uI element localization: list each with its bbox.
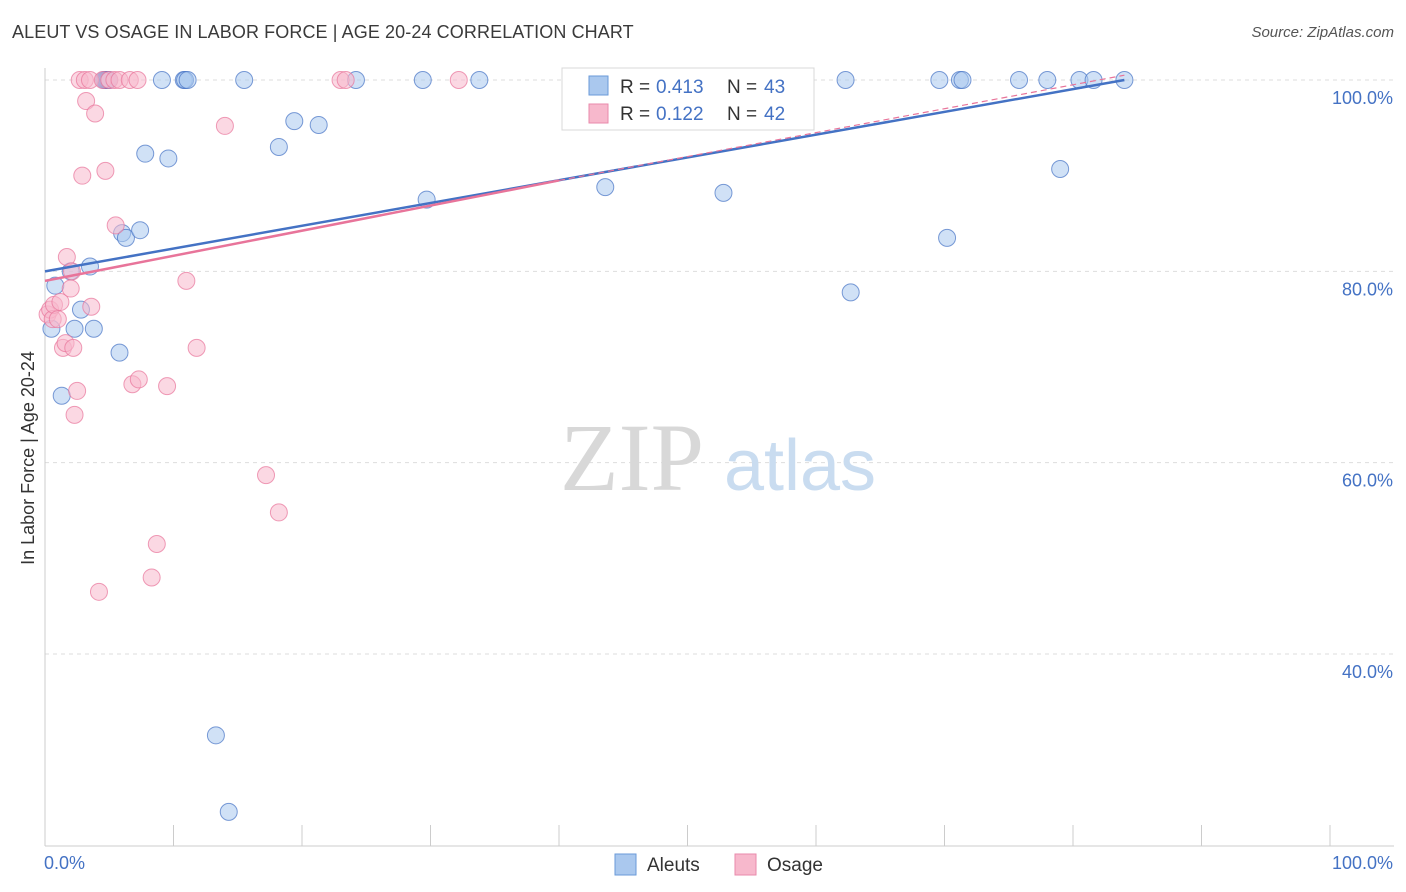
- aleuts-point: [152, 71, 171, 89]
- osage-trend-line-dashed: [558, 74, 1125, 182]
- y-tick-labels: 100.0% 80.0% 60.0% 40.0%: [1332, 88, 1393, 682]
- aleuts-point: [309, 115, 328, 134]
- x-tick-label: 0.0%: [44, 853, 85, 873]
- watermark-atlas: atlas: [724, 426, 876, 506]
- osage-point: [89, 582, 108, 601]
- osage-point: [177, 271, 196, 290]
- osage-point: [449, 71, 468, 89]
- aleuts-point: [159, 149, 178, 168]
- data-points: [38, 71, 1134, 821]
- legend-r-value-aleuts: 0.413: [656, 77, 704, 98]
- osage-point: [61, 279, 80, 298]
- x-tick-labels: 0.0% 100.0%: [44, 853, 1393, 873]
- aleuts-point: [178, 71, 197, 89]
- osage-point: [64, 338, 83, 357]
- aleuts-point: [285, 112, 304, 131]
- aleuts-point: [714, 183, 733, 202]
- legend-n-value-aleuts: 43: [764, 77, 785, 98]
- source-label: Source: ZipAtlas.com: [1251, 24, 1394, 41]
- legend-swatch-osage: [588, 103, 609, 124]
- osage-point: [96, 161, 115, 180]
- aleuts-point: [84, 319, 103, 338]
- osage-point: [269, 503, 288, 522]
- grid-lines: [45, 79, 1394, 655]
- osage-point: [128, 71, 147, 89]
- axes: [44, 68, 1394, 847]
- y-tick-label: 100.0%: [1332, 88, 1393, 108]
- osage-point: [129, 370, 148, 389]
- aleuts-point: [219, 802, 238, 821]
- aleuts-point: [930, 71, 949, 89]
- legend-stats: R = 0.413 N = 43 R = 0.122 N = 42: [561, 67, 815, 131]
- legend-bottom-swatch-aleuts: [614, 853, 637, 876]
- osage-point: [147, 534, 166, 553]
- y-tick-label: 80.0%: [1342, 279, 1393, 299]
- legend-n-label-osage: N =: [727, 104, 757, 125]
- aleuts-point: [841, 283, 860, 302]
- aleuts-point: [596, 178, 615, 197]
- x-tick-label: 100.0%: [1332, 853, 1393, 873]
- aleuts-point: [836, 71, 855, 89]
- watermark: ZIP atlas: [560, 404, 876, 511]
- osage-point: [158, 377, 177, 396]
- aleuts-trend-line: [44, 78, 1125, 273]
- legend-r-value-osage: 0.122: [656, 104, 704, 125]
- osage-point: [82, 297, 101, 316]
- osage-point: [215, 116, 234, 135]
- legend-n-label-aleuts: N =: [727, 77, 757, 98]
- osage-point: [86, 104, 105, 123]
- aleuts-point: [413, 71, 432, 89]
- aleuts-point: [953, 71, 972, 89]
- aleuts-point: [470, 71, 489, 89]
- aleuts-point: [116, 228, 135, 247]
- legend-series: Aleuts Osage: [614, 853, 823, 876]
- legend-n-value-osage: 42: [764, 104, 785, 125]
- watermark-zip: ZIP: [560, 404, 704, 511]
- y-tick-label: 40.0%: [1342, 662, 1393, 682]
- legend-bottom-label-osage: Osage: [767, 855, 823, 876]
- osage-point: [257, 466, 276, 485]
- osage-point: [48, 310, 67, 329]
- aleuts-point: [206, 726, 225, 745]
- aleuts-point: [52, 386, 71, 405]
- osage-point: [68, 381, 87, 400]
- aleuts-point: [269, 137, 288, 156]
- osage-point: [336, 71, 355, 89]
- trend-lines: [44, 74, 1125, 283]
- aleuts-point: [1010, 71, 1029, 89]
- osage-point: [65, 405, 84, 424]
- osage-trend-line: [44, 179, 560, 283]
- osage-point: [142, 568, 161, 587]
- aleuts-point: [65, 319, 84, 338]
- osage-point: [73, 166, 92, 185]
- osage-point: [77, 92, 96, 111]
- aleuts-point: [1051, 159, 1070, 178]
- legend-bottom-label-aleuts: Aleuts: [647, 855, 700, 876]
- legend-bottom-swatch-osage: [734, 853, 757, 876]
- aleuts-point: [235, 71, 254, 89]
- chart-title: ALEUT VS OSAGE IN LABOR FORCE | AGE 20-2…: [12, 22, 634, 42]
- osage-point: [187, 338, 206, 357]
- y-axis-label: In Labor Force | Age 20-24: [18, 351, 38, 565]
- osage-point: [106, 216, 125, 235]
- aleuts-point: [110, 343, 129, 362]
- aleuts-point: [136, 144, 155, 163]
- aleuts-point: [938, 228, 957, 247]
- aleuts-point: [131, 221, 150, 240]
- osage-point: [51, 292, 70, 311]
- legend-r-label-osage: R =: [620, 104, 650, 125]
- legend-swatch-aleuts: [588, 75, 609, 96]
- y-tick-label: 60.0%: [1342, 471, 1393, 491]
- legend-r-label-aleuts: R =: [620, 77, 650, 98]
- aleuts-point: [1038, 71, 1057, 89]
